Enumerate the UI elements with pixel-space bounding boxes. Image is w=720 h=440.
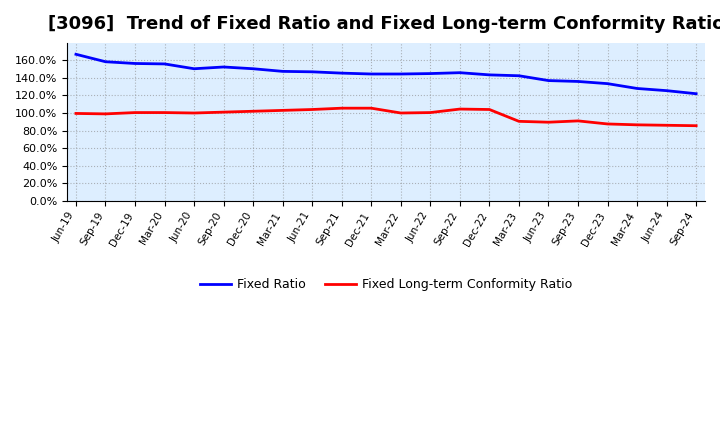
Fixed Long-term Conformity Ratio [603,121,612,127]
Fixed Ratio [308,69,317,74]
Fixed Long-term Conformity Ratio [161,110,169,115]
Fixed Long-term Conformity Ratio [574,118,582,124]
Fixed Long-term Conformity Ratio [662,123,671,128]
Legend: Fixed Ratio, Fixed Long-term Conformity Ratio: Fixed Ratio, Fixed Long-term Conformity … [194,273,577,296]
Fixed Ratio [662,88,671,93]
Line: Fixed Long-term Conformity Ratio: Fixed Long-term Conformity Ratio [76,108,696,126]
Fixed Long-term Conformity Ratio [338,106,346,111]
Fixed Long-term Conformity Ratio [485,107,494,112]
Fixed Long-term Conformity Ratio [544,120,553,125]
Fixed Ratio [692,91,701,96]
Fixed Ratio [456,70,464,75]
Fixed Long-term Conformity Ratio [131,110,140,115]
Fixed Long-term Conformity Ratio [515,119,523,124]
Fixed Ratio [102,59,110,64]
Fixed Ratio [367,71,376,77]
Fixed Ratio [161,61,169,66]
Fixed Ratio [397,71,405,77]
Fixed Ratio [190,66,199,71]
Fixed Long-term Conformity Ratio [426,110,435,115]
Fixed Long-term Conformity Ratio [692,123,701,128]
Fixed Long-term Conformity Ratio [367,106,376,111]
Fixed Ratio [426,71,435,76]
Title: [3096]  Trend of Fixed Ratio and Fixed Long-term Conformity Ratio: [3096] Trend of Fixed Ratio and Fixed Lo… [48,15,720,33]
Fixed Ratio [220,64,228,70]
Fixed Long-term Conformity Ratio [308,107,317,112]
Fixed Ratio [544,78,553,83]
Fixed Ratio [485,72,494,77]
Fixed Ratio [131,61,140,66]
Fixed Long-term Conformity Ratio [190,110,199,116]
Fixed Long-term Conformity Ratio [71,111,80,116]
Fixed Long-term Conformity Ratio [397,110,405,116]
Fixed Long-term Conformity Ratio [102,111,110,117]
Fixed Long-term Conformity Ratio [220,110,228,115]
Fixed Ratio [249,66,258,71]
Fixed Ratio [71,51,80,57]
Fixed Ratio [603,81,612,86]
Fixed Long-term Conformity Ratio [633,122,642,128]
Fixed Long-term Conformity Ratio [279,108,287,113]
Fixed Ratio [633,86,642,91]
Fixed Ratio [338,70,346,76]
Fixed Ratio [515,73,523,78]
Fixed Ratio [279,69,287,74]
Fixed Ratio [574,79,582,84]
Fixed Long-term Conformity Ratio [249,109,258,114]
Fixed Long-term Conformity Ratio [456,106,464,112]
Line: Fixed Ratio: Fixed Ratio [76,54,696,94]
